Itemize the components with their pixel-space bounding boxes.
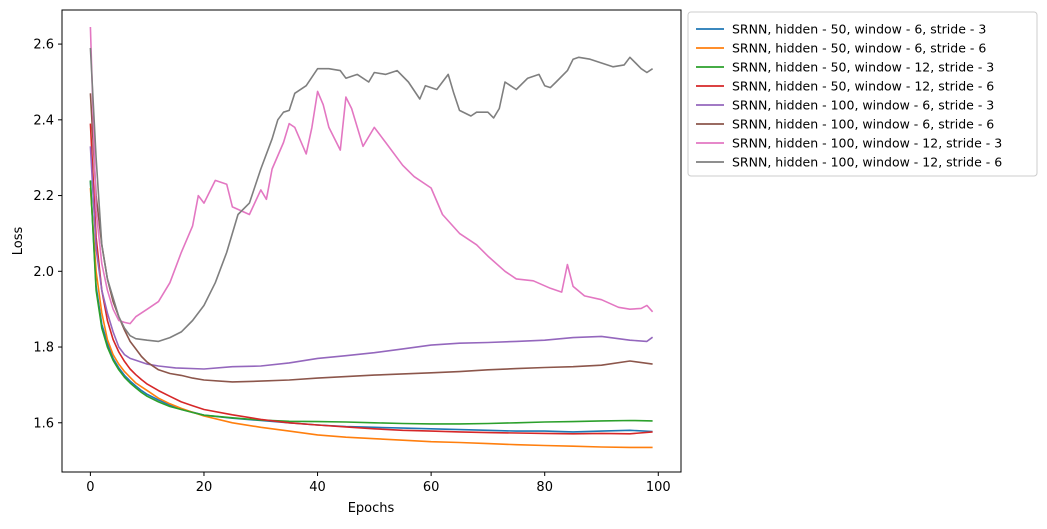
- y-axis: 1.6 1.8 2.0 2.2 2.4 2.6: [33, 38, 62, 431]
- series-line-2: [89, 187, 653, 449]
- y-tick-label: 2.6: [33, 38, 54, 53]
- y-tick-label: 2.2: [33, 189, 54, 204]
- y-tick-label: 2.0: [33, 265, 54, 280]
- x-tick-label: 100: [646, 480, 671, 495]
- x-tick-label: 60: [423, 480, 440, 495]
- x-tick-label: 80: [536, 480, 553, 495]
- x-axis: 0 20 40 60 80 100: [86, 472, 671, 495]
- x-axis-label: Epochs: [348, 501, 395, 516]
- plot-frame: [61, 9, 682, 473]
- legend-label-5: SRNN, hidden - 100, window - 6, stride -…: [732, 98, 994, 113]
- legend-label-6: SRNN, hidden - 100, window - 6, stride -…: [732, 117, 994, 132]
- x-tick-label: 40: [309, 480, 326, 495]
- series-line-1: [89, 180, 653, 433]
- y-tick-label: 1.6: [33, 416, 54, 431]
- series-line-7: [89, 26, 654, 325]
- legend-box: [687, 11, 1038, 177]
- legend-label-2: SRNN, hidden - 50, window - 6, stride - …: [732, 41, 986, 56]
- y-tick-label: 1.8: [33, 341, 54, 356]
- legend-label-3: SRNN, hidden - 50, window - 12, stride -…: [732, 60, 994, 75]
- legend-label-7: SRNN, hidden - 100, window - 12, stride …: [732, 136, 1002, 151]
- series-line-8: [89, 47, 654, 343]
- series-line-5: [89, 146, 654, 370]
- y-axis-label: Loss: [11, 227, 26, 256]
- x-tick-label: 20: [196, 480, 213, 495]
- series-line-4: [89, 123, 653, 435]
- y-tick-label: 2.4: [33, 113, 54, 128]
- legend: SRNN, hidden - 50, window - 6, stride - …: [687, 11, 1038, 177]
- legend-label-4: SRNN, hidden - 50, window - 12, stride -…: [732, 79, 994, 94]
- x-tick-label: 0: [86, 480, 94, 495]
- legend-label-8: SRNN, hidden - 100, window - 12, stride …: [732, 155, 1002, 170]
- series-line-3: [89, 180, 653, 425]
- legend-label-1: SRNN, hidden - 50, window - 6, stride - …: [732, 22, 986, 37]
- plot-lines: [89, 26, 654, 449]
